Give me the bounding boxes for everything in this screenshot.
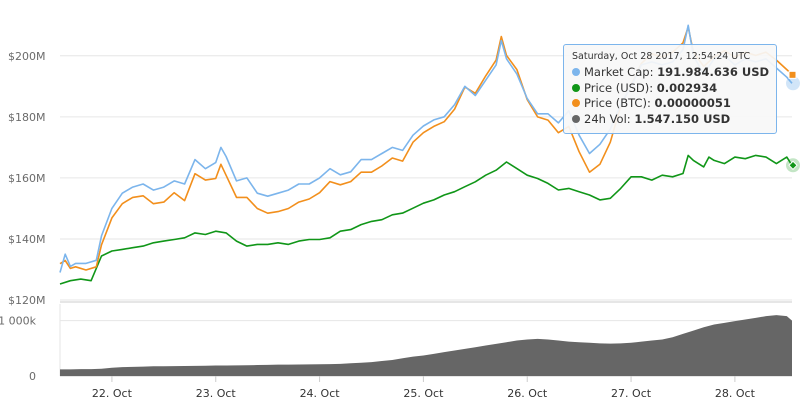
x-tick-label: 22. Oct [92, 387, 133, 400]
tooltip-value: 0.00000051 [654, 96, 731, 110]
tooltip-label: 24h Vol: [584, 111, 635, 126]
volume-dot-icon [572, 114, 580, 123]
x-tick-label: 28. Oct [715, 387, 756, 400]
volume-area [60, 315, 792, 376]
tooltip-row-price-usd: Price (USD): 0.002934 [572, 81, 768, 97]
tooltip-header: Saturday, Oct 28 2017, 12:54:24 UTC [572, 51, 751, 62]
y-tick-label: $180M [8, 111, 46, 124]
price-btc-marker [788, 70, 797, 79]
y-tick-label: $160M [8, 172, 46, 185]
x-tick-label: 24. Oct [300, 387, 341, 400]
tooltip-row-price-btc: Price (BTC): 0.00000051 [572, 96, 768, 112]
tooltip-value: 191.984.636 USD [657, 65, 770, 79]
price-usd-marker [788, 160, 798, 171]
x-tick-label: 23. Oct [196, 387, 237, 400]
tooltip-label: Market Cap: [584, 65, 658, 79]
y-tick-label: $140M [8, 233, 46, 246]
chart-tooltip: Saturday, Oct 28 2017, 12:54:24 UTC Mark… [563, 44, 777, 134]
market-cap-dot-icon [572, 68, 580, 76]
tooltip-label: Price (USD): [584, 80, 657, 95]
y-tick-label: $200M [8, 50, 46, 63]
tooltip-value: 0.002934 [656, 80, 718, 95]
volume-tick-label: 0 [29, 370, 36, 383]
tooltip-row-market-cap: Market Cap: 191.984.636 USD [572, 65, 770, 81]
market-cap-halo [786, 76, 800, 91]
tooltip-value: 1.547.150 USD [634, 111, 731, 126]
x-tick-label: 26. Oct [507, 387, 548, 400]
tooltip-label: Price (BTC): [584, 96, 655, 110]
price-usd-dot-icon [572, 83, 580, 92]
tooltip-row-volume: 24h Vol: 1.547.150 USD [572, 112, 768, 128]
price-usd-line [59, 154, 793, 285]
y-tick-label: $120M [8, 294, 46, 307]
x-tick-label: 25. Oct [403, 387, 444, 400]
volume-tick-label: 1 000k [0, 315, 37, 328]
price-btc-dot-icon [572, 99, 580, 107]
x-tick-label: 27. Oct [611, 387, 652, 400]
